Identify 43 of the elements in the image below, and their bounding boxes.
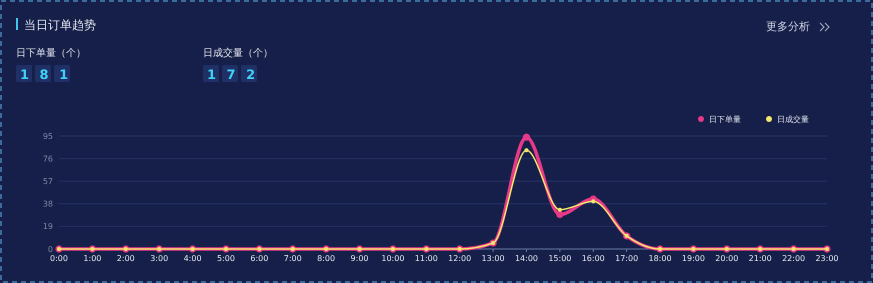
point xyxy=(522,134,530,141)
y-tick-label: 76 xyxy=(42,154,53,164)
text: 172 xyxy=(207,68,266,83)
x-tick-label: 15:00 xyxy=(548,254,572,263)
x-tick-label: 3:00 xyxy=(150,254,168,263)
chart-title: 当日订单趋势 xyxy=(24,18,96,32)
text: 更多分析 xyxy=(766,20,810,33)
x-tick-label: 14:00 xyxy=(514,254,538,263)
y-tick-label: 38 xyxy=(42,200,53,209)
x-tick-label: 5:00 xyxy=(216,254,235,263)
point xyxy=(524,148,528,152)
legend-label: 日下单量 xyxy=(709,114,741,124)
x-tick-label: 1:00 xyxy=(83,254,102,263)
x-tick-label: 11:00 xyxy=(414,254,438,263)
text: 日下单量（个） xyxy=(16,47,86,59)
x-tick-label: 8:00 xyxy=(317,254,336,263)
y-tick-label: 19 xyxy=(42,222,53,232)
x-tick-label: 6:00 xyxy=(250,254,268,263)
x-tick-label: 22:00 xyxy=(782,254,806,263)
x-tick-label: 21:00 xyxy=(748,254,772,263)
x-tick-label: 2:00 xyxy=(116,254,135,263)
x-tick-label: 7:00 xyxy=(284,254,302,263)
x-tick-label: 19:00 xyxy=(682,254,705,263)
y-tick-label: 95 xyxy=(42,132,53,141)
point xyxy=(556,210,564,218)
y-tick-label: 57 xyxy=(42,177,53,186)
point xyxy=(591,199,596,204)
x-tick-label: 13:00 xyxy=(482,254,505,263)
point xyxy=(558,208,562,212)
x-tick-label: 17:00 xyxy=(615,254,638,263)
x-tick-label: 0:00 xyxy=(50,254,68,263)
x-tick-label: 4:00 xyxy=(184,254,202,263)
x-tick-label: 23:00 xyxy=(815,254,839,263)
text: 日成交量（个） xyxy=(203,47,273,59)
y-tick-label: 0 xyxy=(48,244,53,254)
x-tick-label: 18:00 xyxy=(648,254,672,263)
x-tick-label: 12:00 xyxy=(448,254,472,263)
legend-label: 日成交量 xyxy=(777,114,809,124)
x-tick-label: 16:00 xyxy=(582,254,605,263)
x-tick-label: 20:00 xyxy=(715,254,738,263)
x-tick-label: 10:00 xyxy=(381,254,404,263)
text: 181 xyxy=(20,68,79,83)
x-tick-label: 9:00 xyxy=(350,254,369,263)
